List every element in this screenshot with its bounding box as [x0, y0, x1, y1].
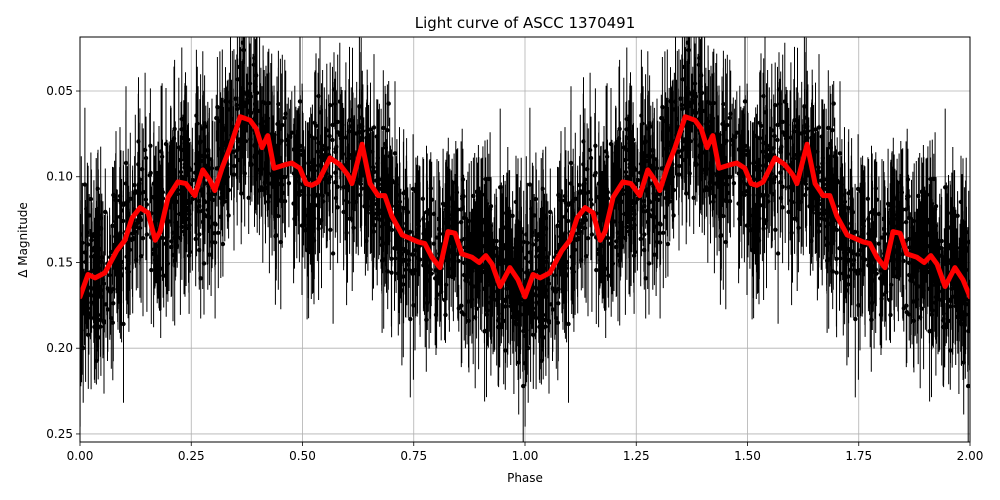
smoothed-fit-curve — [80, 114, 970, 300]
y-tick-label: 0.20 — [46, 341, 73, 355]
x-tick-label: 1.50 — [734, 449, 761, 463]
y-tick-label: 0.10 — [46, 170, 73, 184]
x-tick-label: 0.00 — [67, 449, 94, 463]
y-axis-ticks: 0.05 0.10 0.15 0.20 0.25 — [46, 84, 80, 441]
y-axis-label: Δ Magnitude — [16, 202, 30, 278]
x-tick-label: 0.25 — [178, 449, 205, 463]
x-tick-label: 1.25 — [623, 449, 650, 463]
x-axis-ticks: 0.00 0.25 0.50 0.75 1.00 1.25 1.50 1.75 2.00 — [67, 442, 984, 463]
y-tick-label: 0.05 — [46, 84, 73, 98]
y-tick-label: 0.15 — [46, 255, 73, 269]
y-tick-label: 0.25 — [46, 427, 73, 441]
chart-title: Light curve of ASCC 1370491 — [415, 14, 636, 32]
x-tick-label: 0.75 — [400, 449, 427, 463]
x-axis-label: Phase — [507, 471, 543, 485]
x-tick-label: 2.00 — [957, 449, 984, 463]
x-tick-label: 1.00 — [512, 449, 539, 463]
x-tick-label: 0.50 — [289, 449, 316, 463]
x-tick-label: 1.75 — [845, 449, 872, 463]
